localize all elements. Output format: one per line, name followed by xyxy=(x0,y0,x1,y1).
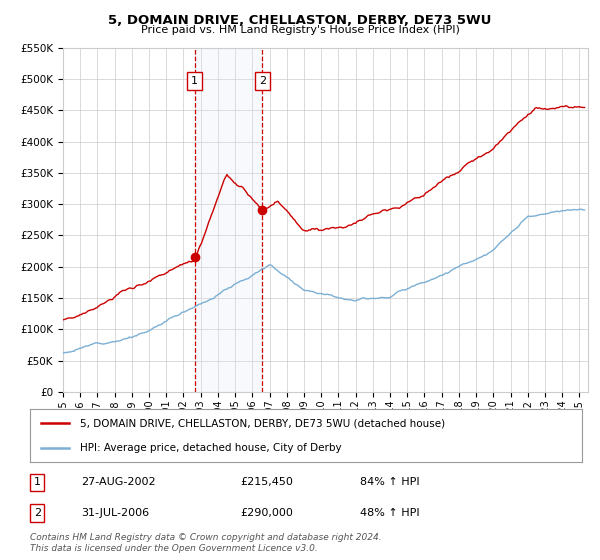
Text: 2: 2 xyxy=(259,76,266,86)
Text: 2: 2 xyxy=(34,508,41,518)
Text: 5, DOMAIN DRIVE, CHELLASTON, DERBY, DE73 5WU (detached house): 5, DOMAIN DRIVE, CHELLASTON, DERBY, DE73… xyxy=(80,418,445,428)
Text: £290,000: £290,000 xyxy=(240,508,293,518)
Text: 27-AUG-2002: 27-AUG-2002 xyxy=(81,477,155,487)
Text: Price paid vs. HM Land Registry's House Price Index (HPI): Price paid vs. HM Land Registry's House … xyxy=(140,25,460,35)
Text: 84% ↑ HPI: 84% ↑ HPI xyxy=(360,477,419,487)
Text: 48% ↑ HPI: 48% ↑ HPI xyxy=(360,508,419,518)
Bar xyxy=(194,48,262,392)
Text: 1: 1 xyxy=(34,477,41,487)
Text: 31-JUL-2006: 31-JUL-2006 xyxy=(81,508,149,518)
Text: 5, DOMAIN DRIVE, CHELLASTON, DERBY, DE73 5WU: 5, DOMAIN DRIVE, CHELLASTON, DERBY, DE73… xyxy=(109,14,491,27)
Text: £215,450: £215,450 xyxy=(240,477,293,487)
Text: Contains HM Land Registry data © Crown copyright and database right 2024.
This d: Contains HM Land Registry data © Crown c… xyxy=(30,533,382,553)
Text: HPI: Average price, detached house, City of Derby: HPI: Average price, detached house, City… xyxy=(80,442,341,452)
Text: 1: 1 xyxy=(191,76,198,86)
